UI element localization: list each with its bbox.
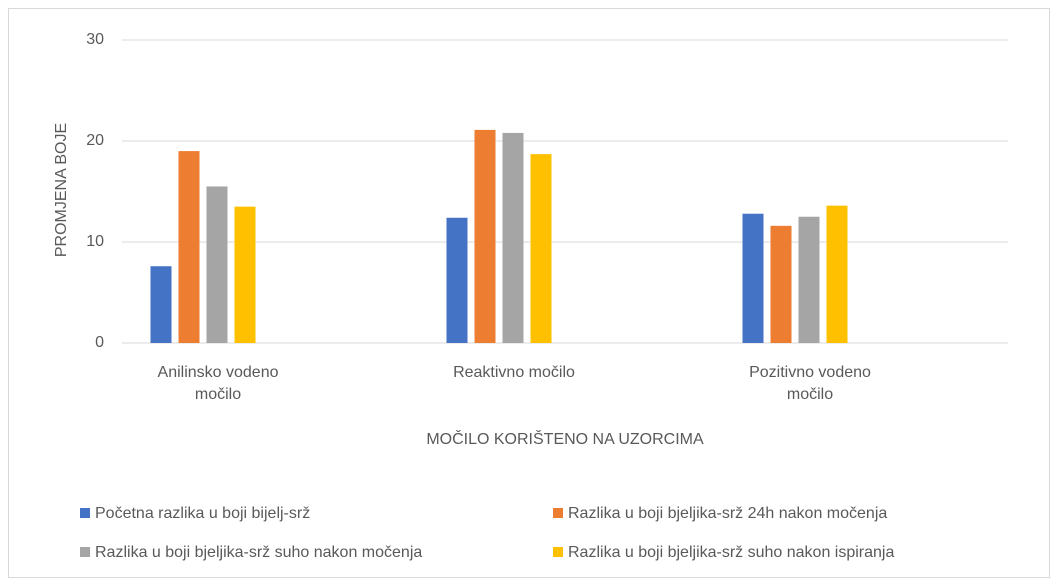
- bar: [742, 213, 764, 343]
- x-tick-label: Pozitivno vodeno močilo: [749, 364, 871, 403]
- y-axis-title: PROMJENA BOJE: [53, 123, 70, 257]
- bar: [502, 132, 524, 343]
- y-tick-label: 30: [86, 31, 104, 48]
- legend-label: Razlika u boji bjeljika-srž suho nakon m…: [95, 544, 422, 561]
- legend-swatch: [553, 508, 563, 518]
- bar: [798, 216, 820, 343]
- bar: [530, 154, 552, 343]
- bar: [446, 217, 468, 343]
- legend-swatch: [80, 508, 90, 518]
- bar: [150, 266, 172, 343]
- bar: [474, 129, 496, 343]
- x-tick-label: Anilinsko vodeno močilo: [157, 364, 279, 403]
- legend-label: Razlika u boji bjeljika-srž 24h nakon mo…: [568, 505, 887, 522]
- legend-swatch: [80, 547, 90, 557]
- x-axis-title: MOČILO KORIŠTENO NA UZORCIMA: [426, 429, 704, 448]
- bar: [234, 206, 256, 343]
- bar: [770, 225, 792, 343]
- bar: [826, 205, 848, 343]
- legend-label: Početna razlika u boji bijelj-srž: [95, 505, 310, 522]
- legend-label: Razlika u boji bjeljika-srž suho nakon i…: [568, 544, 894, 561]
- y-tick-label: 20: [86, 132, 104, 149]
- bar: [178, 151, 200, 343]
- bar: [206, 186, 228, 343]
- y-tick-label: 0: [95, 334, 104, 351]
- legend-swatch: [553, 547, 563, 557]
- x-tick-label: Reaktivno močilo: [453, 364, 575, 381]
- y-tick-label: 10: [86, 233, 104, 250]
